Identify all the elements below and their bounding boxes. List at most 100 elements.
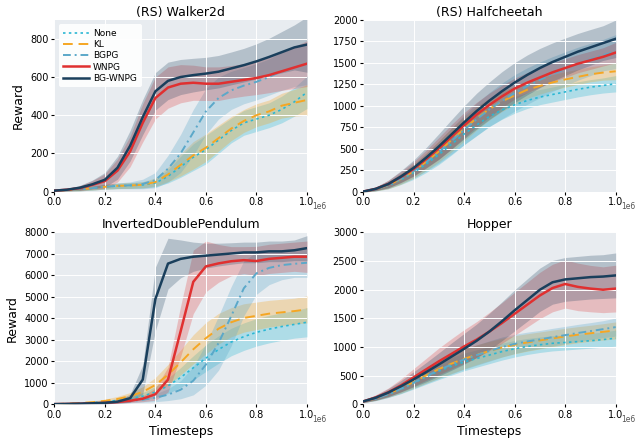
- None: [101, 399, 109, 404]
- BG-WNPG: [422, 155, 430, 160]
- WNPG: [612, 50, 620, 55]
- BG-WNPG: [536, 65, 544, 71]
- None: [291, 322, 298, 327]
- BG-WNPG: [385, 182, 392, 187]
- None: [536, 342, 544, 347]
- WNPG: [599, 287, 607, 293]
- KL: [561, 77, 569, 82]
- BG-WNPG: [114, 399, 122, 404]
- WNPG: [511, 86, 518, 91]
- WNPG: [278, 69, 285, 74]
- BG-WNPG: [126, 396, 134, 401]
- KL: [498, 345, 506, 350]
- Line: BG-WNPG: BG-WNPG: [363, 39, 616, 192]
- BGPG: [397, 176, 404, 181]
- None: [240, 120, 248, 126]
- X-axis label: Timesteps: Timesteps: [148, 425, 212, 438]
- None: [114, 398, 122, 403]
- WNPG: [88, 400, 96, 406]
- BGPG: [372, 396, 380, 401]
- BGPG: [51, 188, 58, 193]
- WNPG: [397, 383, 404, 388]
- WNPG: [101, 178, 109, 184]
- KL: [101, 184, 109, 190]
- WNPG: [177, 329, 184, 334]
- BG-WNPG: [524, 72, 531, 78]
- BG-WNPG: [574, 276, 582, 281]
- BGPG: [101, 400, 109, 405]
- WNPG: [227, 79, 235, 84]
- WNPG: [574, 284, 582, 289]
- None: [460, 359, 468, 365]
- BGPG: [536, 77, 544, 83]
- BG-WNPG: [410, 377, 417, 382]
- BG-WNPG: [253, 250, 260, 255]
- None: [214, 347, 222, 352]
- None: [486, 353, 493, 358]
- None: [561, 340, 569, 345]
- BG-WNPG: [599, 40, 607, 46]
- BGPG: [177, 151, 184, 156]
- WNPG: [265, 72, 273, 78]
- BGPG: [524, 83, 531, 89]
- WNPG: [587, 58, 595, 63]
- KL: [574, 74, 582, 79]
- KL: [561, 334, 569, 339]
- None: [303, 320, 311, 325]
- WNPG: [88, 182, 96, 188]
- WNPG: [51, 401, 58, 407]
- WNPG: [599, 54, 607, 59]
- KL: [435, 149, 443, 154]
- BG-WNPG: [202, 71, 210, 76]
- Line: BGPG: BGPG: [363, 327, 616, 401]
- BG-WNPG: [240, 250, 248, 255]
- Line: BGPG: BGPG: [363, 52, 616, 192]
- KL: [291, 100, 298, 106]
- BG-WNPG: [460, 346, 468, 352]
- None: [524, 98, 531, 103]
- None: [599, 83, 607, 88]
- WNPG: [139, 396, 147, 401]
- WNPG: [422, 156, 430, 162]
- WNPG: [114, 399, 122, 404]
- None: [126, 183, 134, 188]
- None: [385, 392, 392, 397]
- WNPG: [253, 258, 260, 264]
- None: [240, 334, 248, 339]
- KL: [303, 307, 311, 312]
- BG-WNPG: [63, 187, 71, 192]
- BGPG: [574, 61, 582, 67]
- BGPG: [511, 90, 518, 95]
- KL: [397, 386, 404, 391]
- BGPG: [63, 401, 71, 407]
- BG-WNPG: [164, 78, 172, 83]
- WNPG: [164, 85, 172, 90]
- BGPG: [587, 57, 595, 62]
- KL: [63, 401, 71, 406]
- BGPG: [88, 400, 96, 406]
- BG-WNPG: [498, 319, 506, 324]
- KL: [612, 328, 620, 333]
- WNPG: [189, 80, 197, 85]
- KL: [422, 159, 430, 164]
- None: [447, 142, 455, 147]
- KL: [587, 71, 595, 77]
- BG-WNPG: [88, 400, 96, 406]
- BGPG: [202, 109, 210, 114]
- Title: (RS) Halfcheetah: (RS) Halfcheetah: [436, 6, 543, 19]
- KL: [164, 372, 172, 377]
- WNPG: [486, 329, 493, 334]
- BG-WNPG: [372, 186, 380, 191]
- KL: [447, 137, 455, 143]
- None: [435, 369, 443, 374]
- KL: [202, 336, 210, 341]
- BGPG: [460, 357, 468, 362]
- None: [410, 170, 417, 175]
- WNPG: [524, 80, 531, 85]
- BGPG: [253, 79, 260, 84]
- WNPG: [291, 254, 298, 259]
- BG-WNPG: [126, 143, 134, 148]
- BGPG: [126, 398, 134, 404]
- BG-WNPG: [587, 45, 595, 50]
- BGPG: [536, 337, 544, 342]
